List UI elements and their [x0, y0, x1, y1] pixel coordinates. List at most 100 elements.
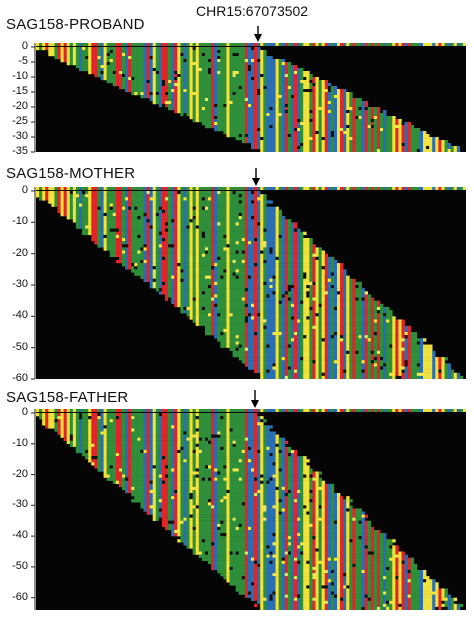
read-base	[315, 128, 319, 132]
read-base	[198, 71, 203, 75]
read-base	[198, 250, 203, 254]
read-base	[204, 59, 209, 63]
read-base	[149, 225, 154, 229]
read-base	[349, 143, 353, 147]
read-base	[373, 131, 378, 135]
read-base	[244, 234, 249, 239]
read-base	[140, 256, 144, 261]
read-base	[106, 80, 111, 84]
read-base	[254, 98, 258, 102]
read-base	[152, 47, 157, 51]
read-base	[158, 228, 163, 232]
read-base	[229, 128, 233, 132]
read-base	[155, 53, 160, 57]
read-base	[380, 128, 384, 132]
read-base	[220, 95, 224, 99]
read-base	[36, 191, 40, 195]
read-base	[266, 253, 270, 257]
read-base	[241, 104, 246, 108]
read-base	[201, 77, 206, 81]
read-base	[321, 80, 326, 84]
read-base	[211, 119, 215, 123]
read-base	[161, 104, 166, 108]
read-base	[165, 241, 169, 245]
read-base	[254, 53, 258, 57]
read-base	[340, 101, 344, 105]
read-base	[370, 143, 375, 147]
read-base	[122, 263, 126, 267]
read-base	[232, 250, 236, 254]
read-base	[309, 272, 313, 276]
read-base	[180, 222, 184, 226]
read-base	[217, 62, 221, 66]
read-base	[211, 219, 215, 223]
read-base	[340, 107, 344, 111]
read-base	[131, 219, 135, 223]
read-base	[125, 231, 129, 236]
read-base	[192, 216, 197, 220]
read-base	[235, 219, 240, 223]
read-base	[63, 191, 68, 195]
read-base	[324, 256, 329, 261]
read-base	[161, 231, 166, 236]
read-base	[312, 119, 316, 123]
read-base	[416, 131, 421, 135]
read-base	[204, 200, 209, 204]
read-base	[340, 95, 344, 99]
read-base	[287, 131, 292, 135]
read-base	[152, 98, 157, 102]
read-base	[247, 134, 252, 138]
read-base	[244, 269, 249, 273]
read-base	[226, 206, 230, 210]
read-base	[161, 71, 166, 75]
read-base	[330, 256, 335, 261]
read-base	[241, 209, 246, 214]
read-base	[91, 68, 95, 72]
reference-base	[198, 43, 203, 46]
read-base	[177, 203, 181, 207]
read-base	[165, 83, 169, 87]
read-base	[72, 56, 77, 60]
read-base	[278, 275, 283, 279]
read-base	[330, 259, 335, 264]
read-base	[125, 89, 129, 93]
read-base	[244, 107, 249, 111]
read-base	[309, 98, 313, 102]
read-base	[208, 74, 212, 78]
reference-base	[327, 43, 332, 46]
read-base	[294, 89, 298, 93]
read-base	[208, 197, 212, 201]
read-base	[125, 191, 129, 195]
read-base	[195, 244, 200, 248]
read-base	[211, 234, 215, 239]
read-base	[51, 191, 55, 195]
read-base	[367, 110, 372, 114]
read-base	[204, 238, 209, 242]
read-base	[204, 56, 209, 60]
read-base	[226, 250, 230, 254]
read-base	[177, 86, 181, 90]
read-base	[201, 92, 206, 96]
read-base	[174, 222, 178, 226]
read-base	[69, 216, 74, 220]
read-base	[318, 95, 322, 99]
reference-base	[158, 43, 163, 46]
read-base	[257, 206, 261, 210]
read-base	[389, 119, 393, 123]
read-base	[343, 113, 347, 117]
read-base	[419, 134, 424, 138]
read-base	[201, 231, 206, 236]
read-base	[161, 241, 166, 245]
read-base	[122, 200, 126, 204]
read-base	[134, 250, 138, 254]
read-base	[327, 143, 332, 147]
read-base	[109, 219, 114, 223]
read-base	[75, 212, 80, 217]
read-base	[161, 83, 166, 87]
read-base	[223, 278, 227, 283]
read-base	[100, 59, 104, 63]
read-base	[155, 275, 160, 279]
read-base	[278, 140, 283, 144]
read-base	[254, 212, 258, 217]
reference-base	[171, 187, 175, 190]
